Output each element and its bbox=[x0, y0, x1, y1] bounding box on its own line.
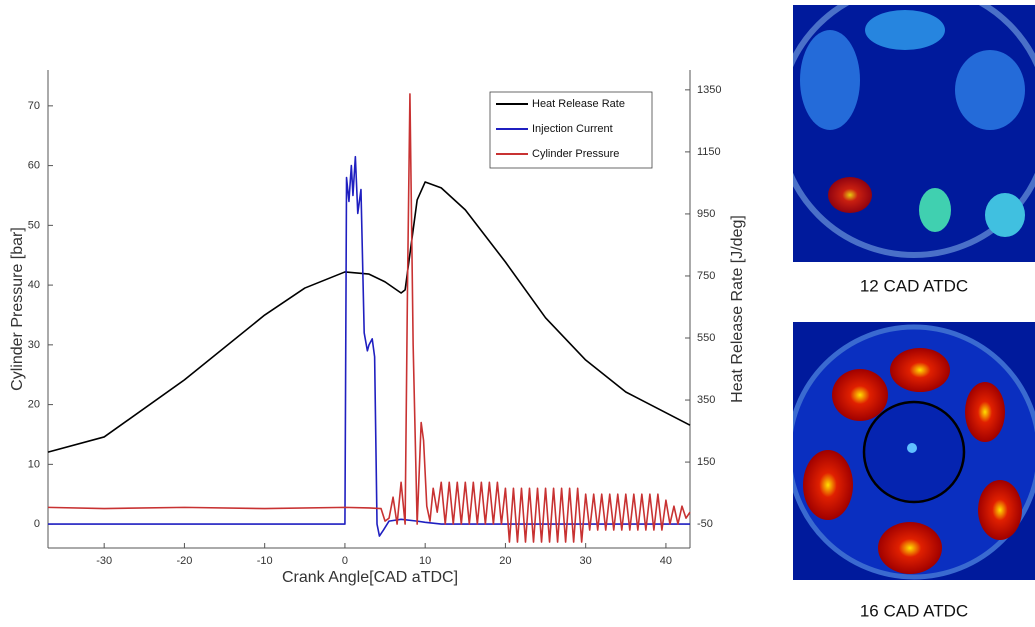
y2-tick-label: 1150 bbox=[697, 146, 721, 158]
plume bbox=[955, 50, 1025, 130]
x-tick-label: 0 bbox=[342, 555, 348, 567]
flame bbox=[978, 480, 1022, 540]
y2-tick-label: 350 bbox=[697, 394, 715, 406]
injector bbox=[907, 443, 917, 453]
plume bbox=[800, 30, 860, 130]
y2-tick-label: -50 bbox=[697, 518, 713, 530]
x-tick-label: -10 bbox=[257, 555, 273, 567]
plume bbox=[865, 10, 945, 50]
y-tick-label: 0 bbox=[34, 518, 40, 530]
image-16cad bbox=[793, 322, 1035, 580]
x-tick-label: 20 bbox=[499, 555, 511, 567]
x-tick-label: 10 bbox=[419, 555, 431, 567]
x-tick-label: 40 bbox=[660, 555, 672, 567]
y-tick-label: 30 bbox=[28, 339, 40, 351]
y-tick-label: 60 bbox=[28, 160, 40, 172]
legend-label: Cylinder Pressure bbox=[532, 148, 619, 160]
x-tick-label: 30 bbox=[580, 555, 592, 567]
y2-tick-label: 1350 bbox=[697, 84, 721, 96]
y-tick-label: 40 bbox=[28, 279, 40, 291]
y2-axis-label: Heat Release Rate [J/deg] bbox=[729, 215, 746, 403]
image-caption: 12 CAD ATDC bbox=[860, 276, 968, 295]
hot-spot bbox=[985, 193, 1025, 237]
bore-ring bbox=[793, 5, 1035, 258]
y-tick-label: 70 bbox=[28, 100, 40, 112]
legend-label: Heat Release Rate bbox=[532, 98, 625, 110]
legend-label: Injection Current bbox=[532, 123, 613, 135]
y-tick-label: 20 bbox=[28, 399, 40, 411]
x-axis-label: Crank Angle[CAD aTDC] bbox=[282, 569, 458, 586]
y-axis-label: Cylinder Pressure [bar] bbox=[9, 227, 26, 391]
flame bbox=[965, 382, 1005, 442]
flame bbox=[832, 369, 888, 421]
series-line bbox=[47, 181, 691, 453]
image-caption: 16 CAD ATDC bbox=[860, 601, 968, 620]
image-12cad bbox=[793, 5, 1035, 262]
flame bbox=[803, 450, 853, 520]
y-tick-label: 50 bbox=[28, 219, 40, 231]
y2-tick-label: 950 bbox=[697, 208, 715, 220]
hot-spot bbox=[828, 177, 872, 213]
hot-spot bbox=[919, 188, 951, 232]
y-tick-label: 10 bbox=[28, 458, 40, 470]
x-tick-label: -30 bbox=[96, 555, 112, 567]
series-line bbox=[47, 93, 691, 543]
y2-tick-label: 550 bbox=[697, 332, 715, 344]
y2-tick-label: 750 bbox=[697, 270, 715, 282]
y2-tick-label: 150 bbox=[697, 456, 715, 468]
x-tick-label: -20 bbox=[176, 555, 192, 567]
flame bbox=[890, 348, 950, 392]
flame bbox=[878, 522, 942, 574]
